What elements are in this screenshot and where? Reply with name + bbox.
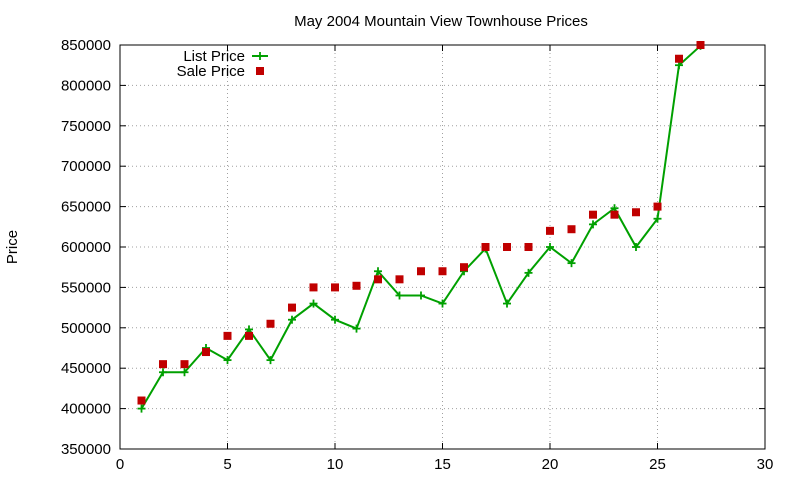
x-tick-label: 10 [327, 456, 344, 473]
x-tick-label: 5 [223, 456, 231, 473]
y-tick-label: 550000 [61, 279, 111, 296]
data-point [374, 267, 382, 276]
x-tick-label: 30 [757, 456, 774, 473]
data-point [395, 275, 404, 284]
data-point [137, 396, 146, 405]
data-point [180, 360, 189, 369]
data-point [417, 291, 425, 300]
y-tick-label: 500000 [61, 320, 111, 337]
data-point [653, 202, 662, 211]
data-point [696, 41, 705, 49]
data-point [567, 259, 576, 268]
chart-title: May 2004 Mountain View Townhouse Prices [294, 13, 588, 30]
y-tick-label: 450000 [61, 360, 111, 377]
legend-entry: Sale Price [177, 63, 264, 80]
y-tick-label: 750000 [61, 118, 111, 135]
legend-marker [256, 67, 264, 75]
data-point [524, 268, 533, 277]
y-tick-label: 350000 [61, 441, 111, 458]
data-point [524, 243, 533, 251]
data-point [180, 368, 189, 377]
data-point [653, 214, 662, 223]
data-point [395, 291, 404, 300]
data-point [546, 243, 554, 251]
x-tick-label: 15 [434, 456, 451, 473]
y-tick-label: 850000 [61, 37, 111, 54]
data-point [331, 315, 339, 324]
series-line [140, 45, 702, 410]
legend-label: List Price [183, 48, 245, 65]
data-point [266, 319, 275, 328]
data-point [374, 275, 382, 284]
series-1 [137, 41, 705, 413]
data-point [352, 281, 361, 290]
data-point [266, 356, 275, 365]
data-point [438, 267, 447, 276]
legend-label: Sale Price [177, 63, 245, 80]
data-point [589, 210, 597, 219]
data-point [288, 303, 296, 312]
data-point [610, 210, 619, 219]
data-point [331, 283, 339, 292]
data-point [546, 226, 554, 235]
data-point [309, 299, 318, 308]
data-point [223, 356, 232, 365]
legend-marker [256, 52, 264, 60]
data-point [159, 368, 167, 377]
data-point [632, 243, 640, 251]
x-tick-label: 0 [116, 456, 124, 473]
data-point [503, 243, 511, 251]
data-point [417, 267, 425, 276]
plot-frame [119, 44, 766, 450]
data-point [159, 360, 167, 369]
data-point [632, 208, 640, 217]
y-tick-label: 800000 [61, 77, 111, 94]
data-point [309, 283, 318, 292]
axes: 350000 400000 450000 500000 550000 600000 6500… [61, 37, 773, 473]
data-point [481, 243, 490, 251]
data-point [288, 315, 296, 324]
data-point [202, 348, 210, 357]
y-axis-label: Price [4, 230, 21, 264]
data-point [137, 404, 146, 413]
y-tick-label: 650000 [61, 199, 111, 216]
data-point [589, 220, 597, 229]
series-layer [137, 41, 705, 413]
y-tick-label: 600000 [61, 239, 111, 256]
data-point [352, 324, 361, 333]
y-tick-label: 400000 [61, 401, 111, 418]
legend-entry: List Price [183, 48, 268, 65]
data-point [223, 331, 232, 340]
data-point [460, 263, 468, 272]
grid [120, 45, 765, 449]
data-point [503, 299, 511, 308]
y-tick-label: 700000 [61, 158, 111, 175]
data-point [567, 225, 576, 234]
series-2 [137, 41, 705, 405]
x-tick-label: 20 [542, 456, 559, 473]
data-point [438, 299, 447, 308]
data-point [675, 54, 683, 63]
data-point [245, 331, 253, 340]
x-tick-label: 25 [649, 456, 666, 473]
